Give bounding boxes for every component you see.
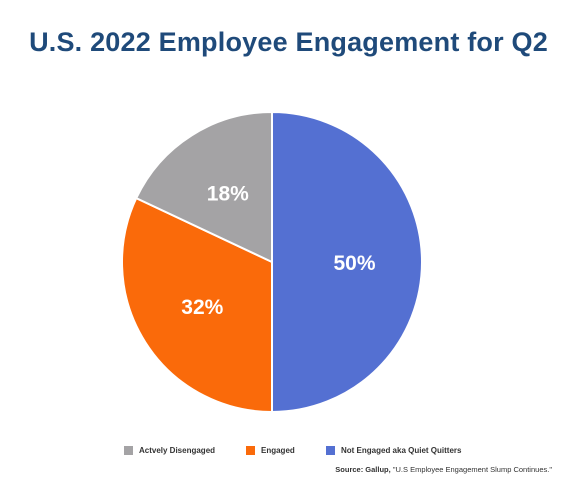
pie-slice-label: 50% bbox=[333, 252, 375, 275]
source-label: Source: Gallup, bbox=[335, 465, 391, 474]
source-note: Source: Gallup, "U.S Employee Engagement… bbox=[335, 465, 552, 474]
pie-slice-not-engaged-aka-quiet-quitters bbox=[271, 110, 423, 414]
legend-swatch bbox=[326, 446, 335, 455]
chart-legend: Actvely Disengaged Engaged Not Engaged a… bbox=[0, 446, 577, 462]
pie-slice-label: 32% bbox=[181, 296, 223, 319]
pie-slice-label: 18% bbox=[207, 182, 249, 205]
pie-slice-engaged bbox=[121, 196, 273, 414]
legend-swatch bbox=[124, 446, 133, 455]
legend-item-actively-disengaged: Actvely Disengaged bbox=[124, 446, 215, 455]
legend-swatch bbox=[246, 446, 255, 455]
chart-title: U.S. 2022 Employee Engagement for Q2 bbox=[29, 27, 548, 57]
pie-slice-actvely-disengaged bbox=[134, 110, 273, 264]
legend-label: Engaged bbox=[261, 446, 295, 455]
legend-label: Actvely Disengaged bbox=[139, 446, 216, 455]
legend-item-engaged: Engaged bbox=[246, 446, 295, 455]
source-text: "U.S Employee Engagement Slump Continues… bbox=[392, 465, 552, 474]
legend-label: Not Engaged aka Quiet Quitters bbox=[341, 446, 462, 455]
legend-item-not-engaged: Not Engaged aka Quiet Quitters bbox=[326, 446, 461, 455]
